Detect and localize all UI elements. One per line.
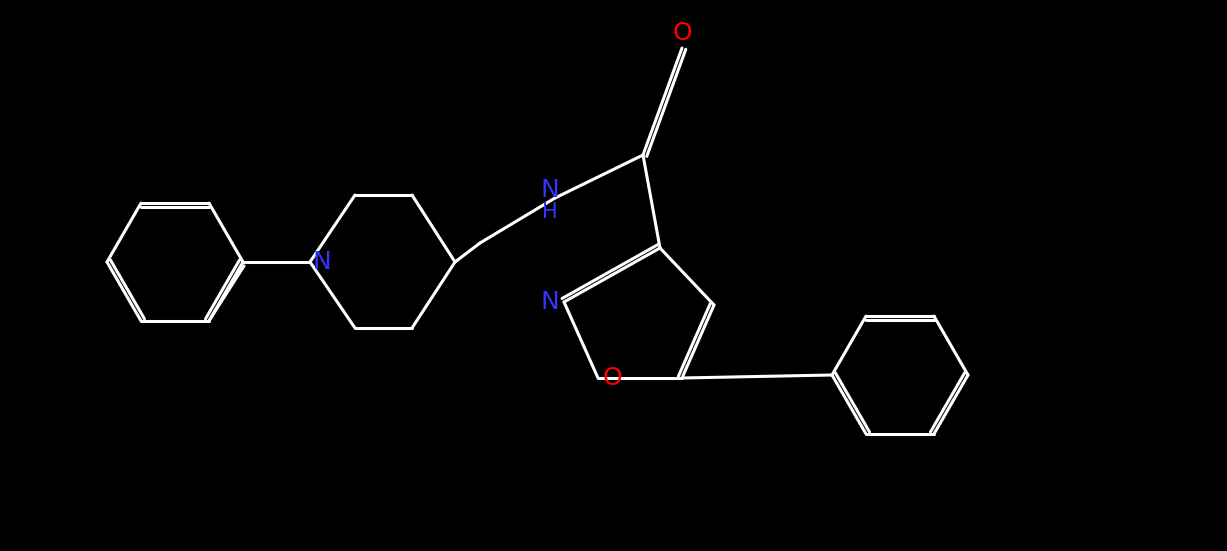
Text: O: O [602, 366, 622, 390]
Text: N: N [541, 290, 560, 314]
Text: O: O [672, 21, 692, 45]
Text: N: N [541, 178, 560, 202]
Text: N: N [313, 250, 331, 274]
Text: H: H [542, 202, 558, 222]
